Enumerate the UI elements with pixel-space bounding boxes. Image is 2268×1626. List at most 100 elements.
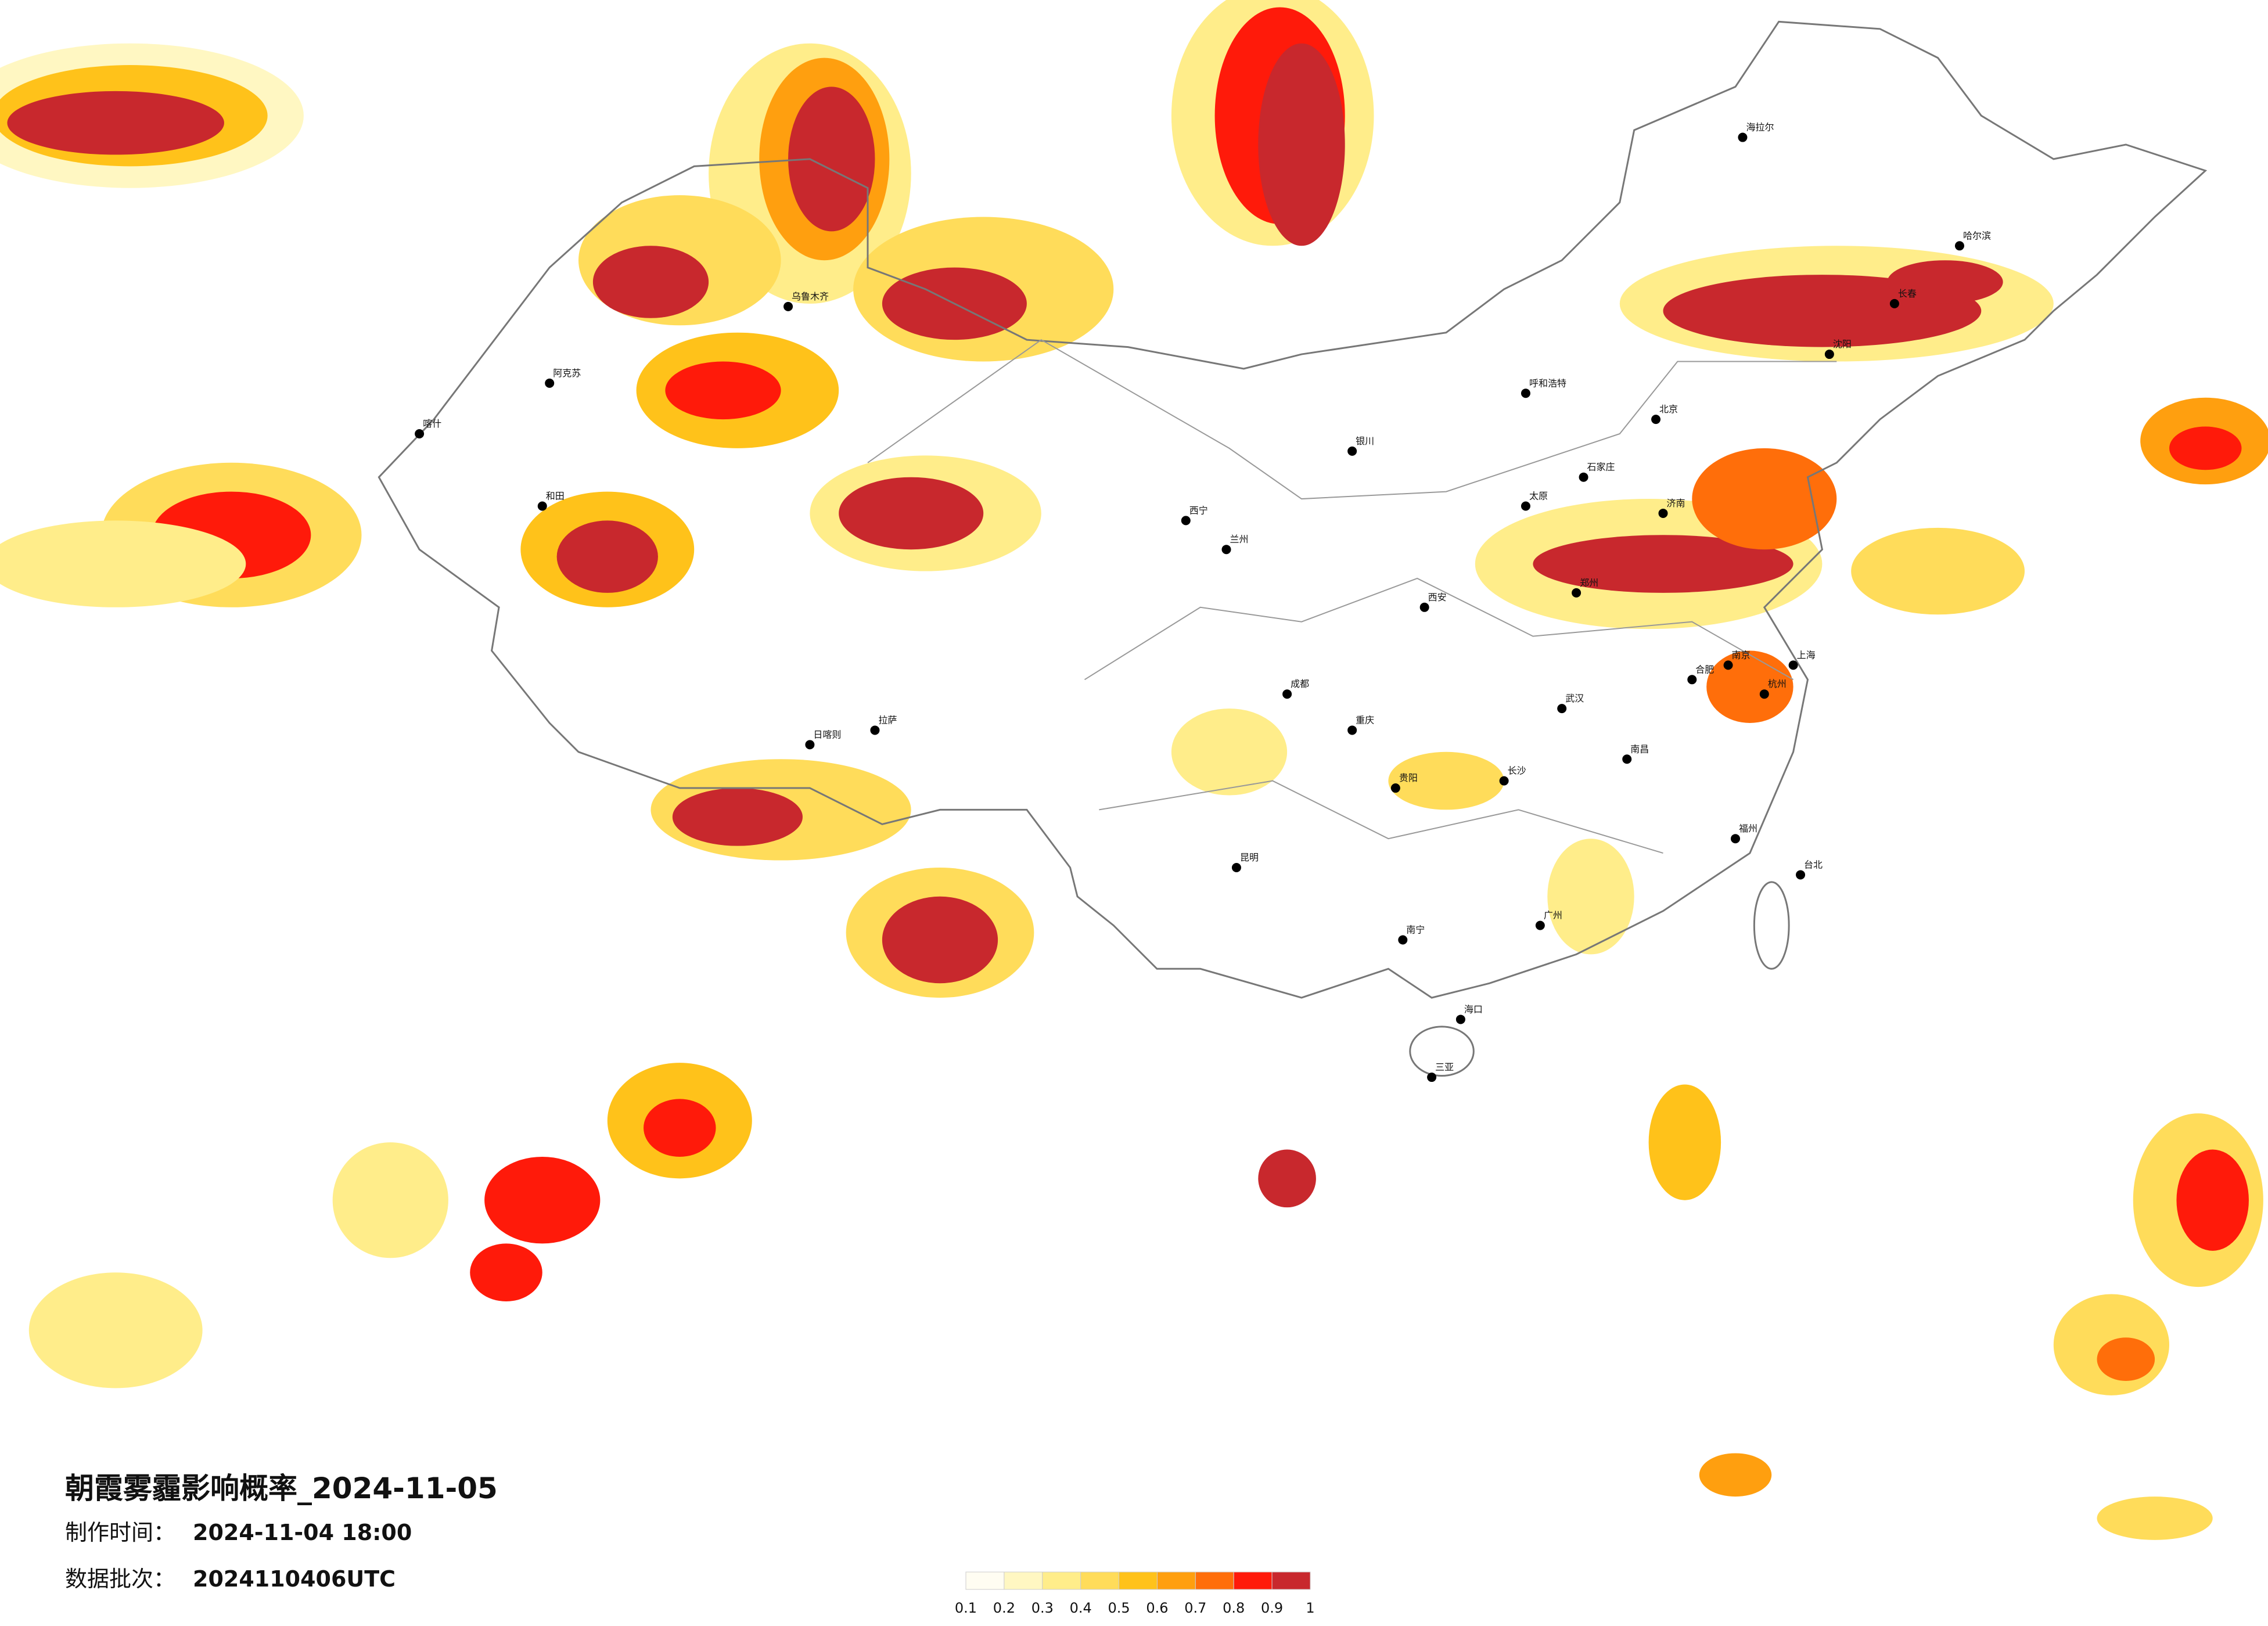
city-dot [1658,508,1668,518]
probability-blob [1258,43,1345,246]
city-label: 兰州 [1230,534,1249,545]
probability-blob [7,91,224,155]
colorbar-tick-label: 0.1 [955,1600,977,1616]
island-border [1753,881,1790,970]
city-dot [805,740,815,750]
city-dot [1788,660,1798,670]
city-label: 海拉尔 [1746,122,1774,133]
probability-blob [1648,1084,1721,1200]
colorbar-tick-label: 0.6 [1146,1600,1168,1616]
city-label: 乌鲁木齐 [792,291,829,302]
city-label: 南宁 [1406,924,1425,936]
city-dot [1455,1015,1465,1024]
info-value: 2024110406UTC [193,1566,396,1592]
city-label: 银川 [1356,436,1374,447]
city-dot [1390,783,1400,793]
city-label: 北京 [1659,404,1678,415]
colorbar-swatch [1233,1571,1273,1590]
city-dot [1427,1073,1437,1082]
city-dot [1181,516,1191,526]
city-dot [1738,132,1748,142]
probability-blob [332,1142,448,1258]
city-dot [1824,350,1834,359]
probability-blob [1887,260,2003,304]
city-dot [1419,602,1429,612]
probability-blob [1699,1453,1772,1497]
probability-blob [882,896,998,984]
probability-blob [2176,1149,2249,1251]
city-label: 西宁 [1189,505,1208,516]
probability-blob [2169,426,2242,470]
city-label: 阿克苏 [553,368,581,379]
probability-blob [665,361,781,420]
probability-field [0,0,2268,1540]
info-label: 制作时间： [65,1520,175,1545]
map-title: 朝霞雾霾影响概率_2024-11-05 [65,1472,498,1505]
city-label: 海口 [1464,1003,1483,1015]
probability-blob [839,477,984,550]
city-dot [415,429,425,438]
city-label: 南京 [1732,649,1751,660]
colorbar-swatch [965,1571,1005,1590]
info-label: 数据批次： [65,1566,175,1592]
city-dot [1622,754,1632,764]
probability-blob [1547,839,1634,955]
city-label: 南昌 [1630,743,1649,754]
country-border [378,20,2208,999]
city-dot [1731,834,1740,844]
colorbar-swatch [1156,1571,1196,1590]
city-dot [870,725,880,735]
probability-blob [1851,527,2025,615]
probability-blob [672,788,803,846]
probability-blob [592,246,709,318]
colorbar-swatch [1080,1571,1120,1590]
city-label: 福州 [1739,823,1757,834]
city-label: 杭州 [1768,678,1787,689]
colorbar-swatch [1271,1571,1311,1590]
city-label: 长沙 [1508,765,1526,776]
city-label: 喀什 [423,418,441,429]
city-dot [1499,776,1509,786]
city-dot [1687,675,1697,685]
city-dot [1347,446,1357,456]
city-dot [1579,472,1588,482]
city-dot [1535,920,1545,930]
city-dot [1796,870,1806,880]
colorbar-tick-label: 0.2 [993,1600,1015,1616]
city-label: 呼和浩特 [1529,377,1566,388]
probability-blob [28,1272,203,1388]
city-label: 台北 [1804,859,1823,870]
city-dot [1889,298,1899,308]
city-label: 石家庄 [1587,462,1615,473]
city-dot [1521,388,1530,398]
province-border [1084,577,1794,681]
probability-blob [2097,1337,2155,1381]
probability-blob [1388,751,1504,810]
island-border [1409,1026,1475,1077]
probability-blob [484,1157,601,1244]
colorbar-swatch [1042,1571,1081,1590]
city-label: 沈阳 [1833,339,1852,350]
probability-blob [1533,535,1793,593]
colorbar-tick-label: 1 [1306,1600,1314,1616]
city-dot [783,301,793,311]
city-label: 三亚 [1435,1062,1454,1073]
city-dot [537,501,547,511]
boundaries [378,20,2208,1077]
city-dot [1521,501,1530,511]
city-dot [1572,588,1582,598]
city-dot [1282,689,1292,699]
city-label: 和田 [546,491,565,502]
city-label: 合肥 [1695,664,1714,675]
city-label: 拉萨 [878,714,897,725]
info-value: 2024-11-04 18:00 [193,1520,412,1545]
probability-blob [788,87,875,232]
city-label: 日喀则 [813,729,841,740]
city-dot [545,378,555,388]
city-dot [1723,660,1733,670]
city-label: 重庆 [1356,714,1374,725]
city-label: 哈尔滨 [1963,230,1991,241]
